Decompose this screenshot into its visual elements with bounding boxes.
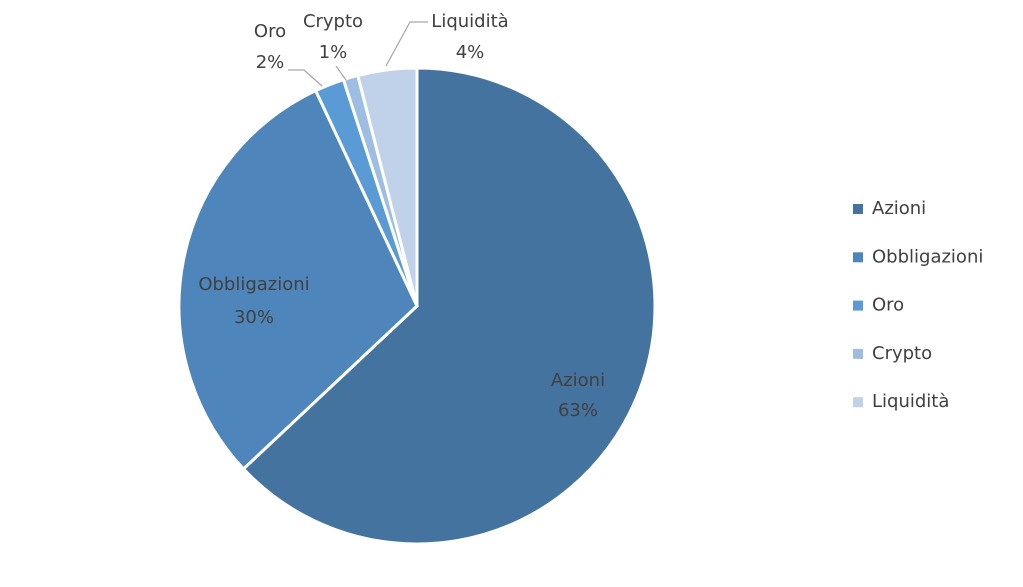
legend-label: Azioni [872,198,926,219]
data-label-name: Oro [254,21,286,42]
legend-label: Obbligazioni [872,246,983,267]
data-label-value: 63% [558,400,598,421]
data-label-name: Azioni [551,370,605,391]
legend-swatch [853,204,863,214]
legend-label: Liquidità [872,391,949,412]
legend-swatch [853,252,863,263]
legend-swatch [853,348,863,359]
leader-line [385,21,428,67]
legend-swatch [853,300,863,311]
legend-swatch [853,397,863,408]
data-label-value: 2% [256,52,285,73]
data-label-name: Crypto [303,11,363,32]
pie-slice [177,88,419,472]
data-label-value: 1% [319,42,348,63]
pie-slice [355,66,419,307]
data-label-name: Liquidità [431,11,508,32]
legend-label: Oro [872,295,904,316]
pie-slice [241,66,657,546]
data-label-value: 30% [234,307,274,328]
data-label-value: 4% [456,42,485,63]
leader-line [288,69,323,87]
data-label-name: Obbligazioni [198,274,309,295]
legend-label: Crypto [872,343,932,364]
leader-line [335,65,347,81]
